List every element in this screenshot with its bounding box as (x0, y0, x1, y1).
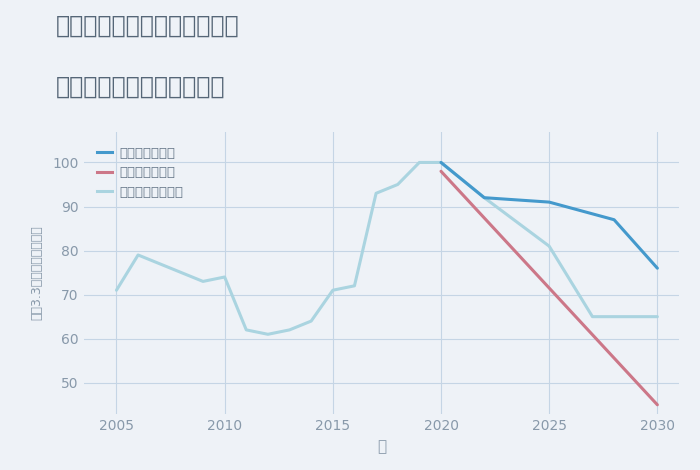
ノーマルシナリオ (177, 270, 186, 275)
グッドシナリオ (545, 199, 554, 205)
Text: 奈良県生駒郡斑鳩町五百井の: 奈良県生駒郡斑鳩町五百井の (56, 14, 239, 38)
ノーマルシナリオ (480, 195, 489, 201)
ノーマルシナリオ (393, 182, 402, 188)
ノーマルシナリオ (328, 287, 337, 293)
ノーマルシナリオ (134, 252, 142, 258)
ノーマルシナリオ (437, 160, 445, 165)
グッドシナリオ (480, 195, 489, 201)
ノーマルシナリオ (372, 190, 380, 196)
X-axis label: 年: 年 (377, 439, 386, 454)
ノーマルシナリオ (286, 327, 294, 333)
Legend: グッドシナリオ, バッドシナリオ, ノーマルシナリオ: グッドシナリオ, バッドシナリオ, ノーマルシナリオ (97, 147, 183, 199)
ノーマルシナリオ (588, 314, 596, 320)
ノーマルシナリオ (112, 287, 120, 293)
ノーマルシナリオ (199, 279, 207, 284)
ノーマルシナリオ (415, 160, 424, 165)
ノーマルシナリオ (545, 243, 554, 249)
Y-axis label: 坪（3.3㎡）単価（万円）: 坪（3.3㎡）単価（万円） (31, 225, 43, 320)
Line: ノーマルシナリオ: ノーマルシナリオ (116, 163, 657, 334)
ノーマルシナリオ (264, 331, 272, 337)
グッドシナリオ (437, 160, 445, 165)
ノーマルシナリオ (350, 283, 358, 289)
ノーマルシナリオ (242, 327, 251, 333)
ノーマルシナリオ (220, 274, 229, 280)
グッドシナリオ (653, 266, 662, 271)
Text: 中古マンションの価格推移: 中古マンションの価格推移 (56, 75, 225, 99)
グッドシナリオ (610, 217, 618, 223)
ノーマルシナリオ (307, 318, 316, 324)
ノーマルシナリオ (653, 314, 662, 320)
Line: グッドシナリオ: グッドシナリオ (441, 163, 657, 268)
